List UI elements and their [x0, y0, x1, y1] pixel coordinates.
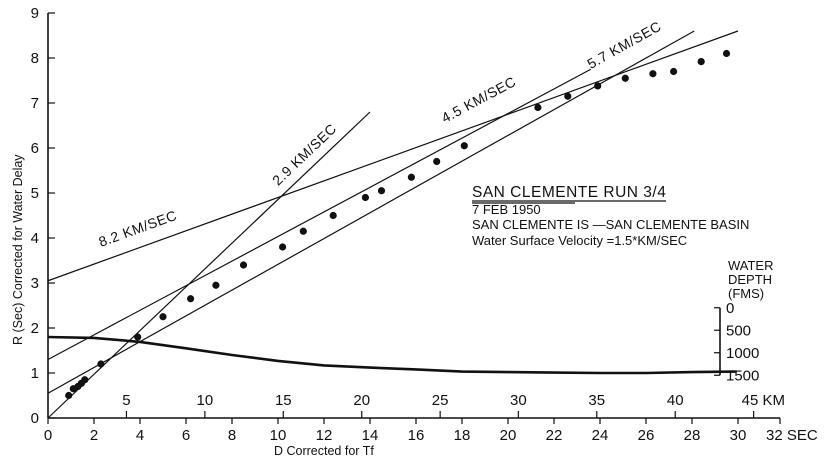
data-point — [187, 295, 195, 303]
depth-axis-title: WATER — [728, 258, 774, 273]
y-tick-label: 5 — [31, 185, 39, 202]
data-point — [594, 82, 602, 90]
y-tick-label: 9 — [31, 5, 39, 22]
annotation-water-velocity: Water Surface Velocity =1.5*KM/SEC — [472, 233, 687, 248]
data-points — [65, 49, 731, 400]
axes — [47, 12, 781, 424]
x-tick-label: 12 — [316, 427, 333, 444]
depth-tick-label: 500 — [726, 322, 751, 339]
y-tick-label: 3 — [31, 275, 39, 292]
depth-profile — [47, 335, 736, 375]
x-tick-label: 10 — [270, 427, 287, 444]
x-tick-label: 6 — [182, 427, 190, 444]
annotation-title: SAN CLEMENTE RUN 3/4 — [472, 184, 666, 201]
y-tick-label: 4 — [31, 230, 39, 247]
data-point — [722, 49, 731, 58]
data-point — [670, 67, 678, 76]
depth-tick-label: 0 — [726, 300, 734, 317]
data-point — [433, 157, 441, 166]
annotation-date: 7 FEB 1950 — [472, 202, 541, 217]
velocity-label: 4.5 KM/SEC — [439, 73, 519, 126]
x-tick-label: 16 — [408, 427, 425, 444]
y-tick-label: 2 — [31, 320, 39, 337]
x-tick-label: 20 — [500, 427, 517, 444]
data-point — [212, 281, 220, 289]
km-tick-label: 35 — [588, 392, 605, 409]
data-point — [407, 173, 415, 181]
km-tick-label: 10 — [197, 392, 214, 409]
data-point — [649, 70, 657, 78]
data-point — [279, 243, 287, 251]
velocity-fit-line — [47, 111, 371, 419]
x-tick-label: 18 — [454, 427, 471, 444]
data-point — [239, 261, 248, 269]
x-tick-label: 8 — [228, 427, 236, 444]
depth-tick-label: 1000 — [726, 345, 759, 362]
annotation-location: SAN CLEMENTE IS —SAN CLEMENTE BASIN — [472, 217, 749, 232]
x-tick-label: 28 — [684, 427, 701, 444]
x-tick-label: 14 — [362, 427, 379, 444]
data-point — [329, 211, 337, 220]
y-axis-title: R (Sec) Corrected for Water Delay — [11, 154, 25, 345]
x-tick-label: 30 — [730, 427, 747, 444]
data-point — [460, 142, 468, 150]
data-point — [81, 376, 89, 384]
km-tick-label: 45 KM — [742, 392, 785, 409]
y-tick-label: 1 — [31, 365, 39, 382]
km-tick-label: 5 — [122, 392, 130, 409]
x-axis-title: D Corrected for Tf — [274, 444, 374, 458]
x-tick-label: 2 — [90, 427, 98, 444]
y-tick-label: 0 — [31, 410, 39, 427]
data-point — [134, 333, 142, 341]
x-tick-label: 26 — [638, 427, 655, 444]
km-tick-label: 25 — [432, 392, 449, 409]
x-tick-label: 4 — [136, 427, 144, 444]
x-tick-label: 22 — [546, 427, 563, 444]
water-depth-curve — [47, 335, 736, 375]
data-point — [299, 227, 307, 235]
data-point — [697, 58, 705, 66]
data-point — [377, 187, 386, 195]
data-point — [534, 103, 542, 112]
velocity-label: 2.9 KM/SEC — [269, 120, 339, 188]
data-point — [159, 313, 167, 321]
data-point — [621, 74, 629, 82]
km-tick-label: 40 — [667, 392, 684, 409]
velocity-label: 5.7 KM/SEC — [584, 18, 663, 72]
depth-axis-title: DEPTH — [728, 272, 772, 287]
velocity-fit-line — [47, 30, 739, 282]
velocity-label: 8.2 KM/SEC — [96, 207, 179, 250]
km-tick-label: 20 — [353, 392, 370, 409]
annotation-block: SAN CLEMENTE RUN 3/4 7 FEB 1950 SAN CLEM… — [472, 184, 749, 248]
y-tick-label: 6 — [31, 140, 39, 157]
data-point — [361, 193, 369, 202]
velocity-fit-line — [47, 30, 695, 394]
data-point — [65, 391, 73, 400]
depth-axis-title: (FMS) — [728, 286, 764, 301]
depth-tick-label: 1500 — [726, 367, 759, 384]
x-tick-label: 24 — [592, 427, 609, 444]
y-tick-label: 8 — [31, 50, 39, 67]
data-point — [564, 92, 572, 100]
km-tick-label: 30 — [510, 392, 527, 409]
km-tick-label: 15 — [275, 392, 292, 409]
data-point — [97, 360, 105, 368]
y-tick-label: 7 — [31, 95, 39, 112]
x-end-label: 32 SEC — [766, 427, 818, 444]
x-tick-label: 0 — [44, 427, 52, 444]
